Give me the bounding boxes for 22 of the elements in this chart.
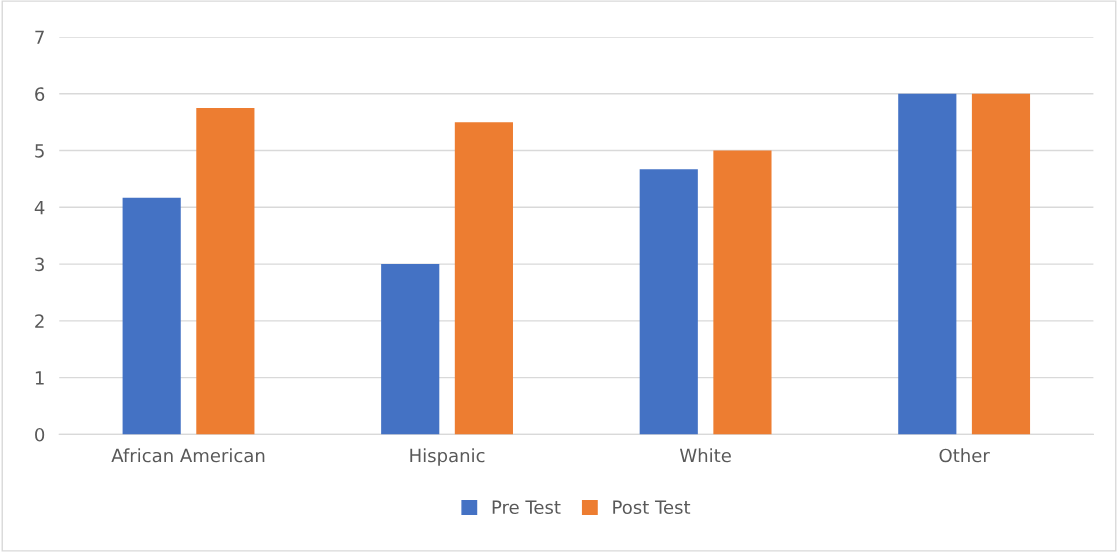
y-tick-label: 3 bbox=[35, 257, 44, 272]
bar bbox=[898, 93, 957, 435]
bar bbox=[639, 169, 698, 435]
y-tick-label: 1 bbox=[35, 371, 44, 385]
y-tick-label: 0 bbox=[35, 427, 45, 442]
legend-label: Post Test bbox=[613, 500, 691, 515]
legend-label: Pre Test bbox=[492, 500, 561, 515]
y-tick-label: 6 bbox=[35, 87, 45, 101]
bar bbox=[454, 122, 513, 435]
bar bbox=[196, 107, 255, 435]
bar bbox=[381, 264, 440, 435]
bar bbox=[971, 93, 1031, 435]
x-tick-label: Other bbox=[939, 448, 990, 463]
x-tick-label: African American bbox=[111, 448, 265, 463]
y-tick-label: 5 bbox=[35, 144, 44, 158]
y-tick-label: 7 bbox=[35, 30, 44, 44]
bar bbox=[713, 150, 772, 435]
bar bbox=[122, 197, 181, 435]
y-tick-label: 4 bbox=[34, 201, 45, 215]
x-tick-label: White bbox=[679, 448, 731, 463]
y-tick-label: 2 bbox=[35, 314, 44, 328]
x-tick-label: Hispanic bbox=[410, 448, 485, 466]
